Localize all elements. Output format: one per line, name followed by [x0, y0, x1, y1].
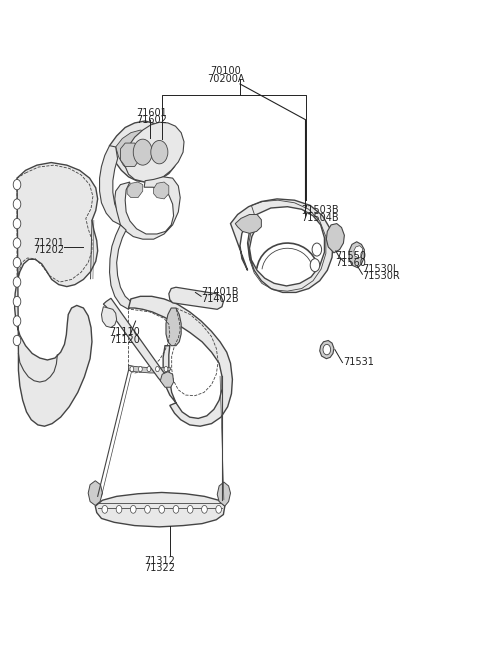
Polygon shape — [354, 246, 362, 257]
Text: 71531: 71531 — [343, 358, 374, 367]
Circle shape — [173, 506, 179, 514]
Text: 71550: 71550 — [335, 251, 366, 261]
Polygon shape — [109, 225, 131, 309]
Circle shape — [13, 238, 21, 248]
Polygon shape — [129, 296, 232, 426]
Circle shape — [144, 506, 150, 514]
Text: 71201: 71201 — [34, 238, 64, 248]
Text: 71530R: 71530R — [362, 271, 400, 281]
Polygon shape — [160, 371, 174, 387]
Text: 71312: 71312 — [144, 556, 175, 566]
Circle shape — [187, 506, 193, 514]
Circle shape — [13, 335, 21, 346]
Text: 71401B: 71401B — [201, 288, 239, 297]
Polygon shape — [109, 121, 178, 182]
Circle shape — [312, 243, 322, 256]
Text: 71202: 71202 — [34, 245, 65, 255]
Text: 71120: 71120 — [109, 335, 141, 345]
Polygon shape — [154, 182, 169, 199]
Polygon shape — [169, 288, 223, 309]
Circle shape — [202, 506, 207, 514]
Circle shape — [147, 366, 151, 371]
Circle shape — [159, 506, 165, 514]
Circle shape — [130, 366, 134, 371]
Text: 71402B: 71402B — [201, 294, 239, 305]
Polygon shape — [96, 493, 225, 527]
Circle shape — [323, 345, 331, 355]
Circle shape — [13, 218, 21, 229]
Text: 70100: 70100 — [210, 66, 241, 77]
Polygon shape — [127, 182, 143, 198]
Polygon shape — [116, 130, 169, 178]
Polygon shape — [88, 481, 102, 506]
Circle shape — [216, 506, 221, 514]
Polygon shape — [166, 308, 181, 346]
Circle shape — [138, 366, 142, 371]
Circle shape — [13, 257, 21, 268]
Text: 71602: 71602 — [137, 115, 168, 125]
Text: 71504B: 71504B — [301, 213, 338, 223]
Polygon shape — [129, 365, 171, 373]
Circle shape — [13, 277, 21, 288]
Polygon shape — [125, 122, 184, 182]
Polygon shape — [320, 341, 334, 359]
Text: 71503B: 71503B — [301, 206, 338, 215]
Circle shape — [13, 179, 21, 190]
Text: 71530L: 71530L — [362, 264, 399, 274]
Polygon shape — [14, 162, 97, 426]
Polygon shape — [103, 298, 170, 386]
Polygon shape — [349, 242, 364, 268]
Circle shape — [156, 366, 159, 371]
Polygon shape — [230, 199, 333, 292]
Polygon shape — [120, 143, 139, 166]
Text: 71322: 71322 — [144, 563, 175, 573]
Circle shape — [151, 140, 168, 164]
Polygon shape — [235, 214, 261, 233]
Text: 71560: 71560 — [335, 258, 366, 268]
Polygon shape — [115, 177, 180, 239]
Text: 70200A: 70200A — [207, 73, 244, 84]
Circle shape — [102, 506, 108, 514]
Polygon shape — [99, 145, 124, 225]
Circle shape — [133, 139, 152, 165]
Polygon shape — [217, 482, 230, 506]
Polygon shape — [101, 307, 117, 328]
Circle shape — [131, 506, 136, 514]
Text: 71601: 71601 — [137, 108, 168, 118]
Circle shape — [13, 316, 21, 326]
Circle shape — [13, 199, 21, 210]
Circle shape — [13, 296, 21, 307]
Circle shape — [164, 366, 168, 371]
Circle shape — [310, 259, 320, 272]
Text: 71110: 71110 — [109, 328, 140, 337]
Circle shape — [116, 506, 122, 514]
Polygon shape — [326, 223, 344, 253]
